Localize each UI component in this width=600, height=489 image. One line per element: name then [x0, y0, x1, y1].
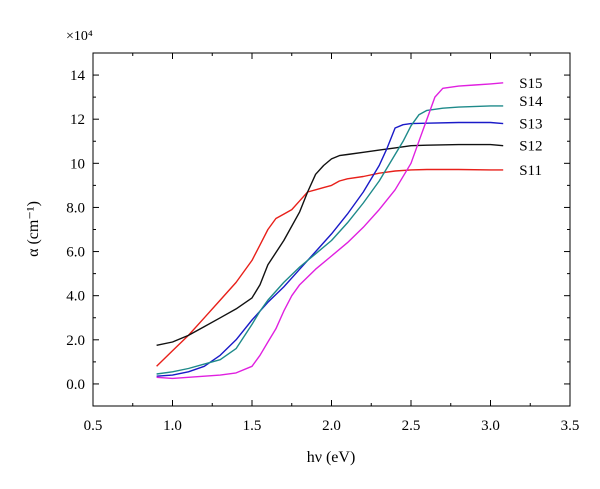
- y-tick-label: 2.0: [66, 333, 85, 349]
- y-multiplier-label: ×10⁴: [66, 29, 93, 44]
- x-tick-label: 2.5: [402, 418, 421, 434]
- x-axis-label: hν (eV): [307, 449, 356, 466]
- x-tick-label: 1.5: [243, 418, 262, 434]
- series-line-s13: [156, 121, 504, 377]
- x-tick-label: 3.5: [561, 418, 580, 434]
- y-axis-label: α (cm⁻¹): [25, 201, 42, 257]
- series-label-s15: S15: [519, 76, 542, 92]
- x-tick-label: 2.0: [322, 418, 341, 434]
- series-label-s13: S13: [519, 117, 542, 133]
- y-tick-label: 14: [70, 68, 86, 84]
- series-line-s11: [156, 168, 504, 367]
- x-tick-label: 1.0: [163, 418, 182, 434]
- y-tick-label: 6.0: [66, 245, 85, 261]
- series-label-s12: S12: [519, 139, 542, 155]
- y-tick-label: 12: [70, 112, 85, 128]
- series-line-s12: [156, 143, 504, 346]
- axis-ticks: [92, 52, 571, 407]
- y-tick-label: 0.0: [66, 377, 85, 393]
- series-label-s14: S14: [519, 94, 543, 110]
- series-lines: [156, 82, 504, 380]
- series-labels: S11 S12 S13 S14 S15: [519, 76, 543, 179]
- x-tick-label: 3.0: [481, 418, 500, 434]
- series-line-s14: [156, 105, 504, 375]
- y-tick-label: 8.0: [66, 200, 85, 216]
- series-line-s15: [156, 82, 504, 380]
- x-tick-label: 0.5: [84, 418, 103, 434]
- y-tick-label: 10: [70, 156, 85, 172]
- tick-labels: 0.5 1.0 1.5 2.0 2.5 3.0 3.5 0.0 2.0 4.0 6.0 8.0 10 12…: [66, 68, 579, 434]
- y-tick-label: 4.0: [66, 289, 85, 305]
- series-label-s11: S11: [519, 163, 542, 179]
